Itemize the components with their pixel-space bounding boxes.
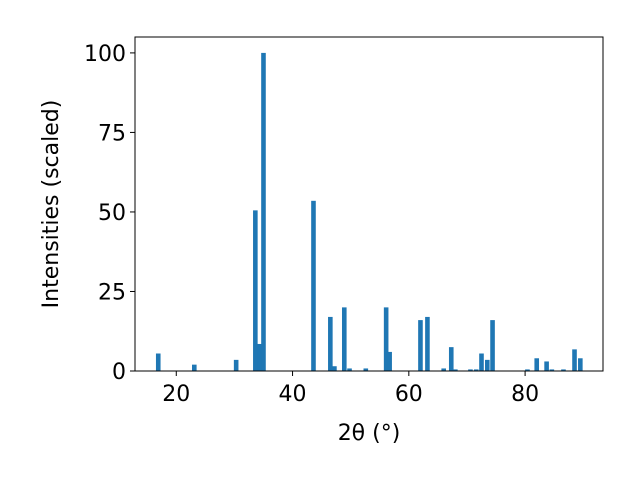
bar [347, 368, 352, 371]
bar [257, 343, 262, 371]
bar [448, 347, 454, 371]
bar [387, 351, 392, 371]
bar [534, 358, 540, 371]
bar [418, 320, 423, 371]
bar [468, 369, 473, 371]
x-tick-label: 60 [395, 382, 423, 407]
bar [549, 369, 555, 371]
bar [328, 316, 333, 371]
bar [578, 358, 583, 371]
y-tick-label: 0 [112, 360, 126, 385]
x-tick-label: 80 [511, 382, 539, 407]
bar [473, 369, 479, 371]
bar [441, 368, 447, 371]
bar [453, 369, 458, 371]
bar [363, 368, 369, 371]
bar [332, 366, 337, 371]
y-tick-label: 75 [98, 121, 126, 146]
bar [233, 359, 239, 371]
bar [479, 353, 484, 371]
bar [485, 359, 490, 371]
bar [191, 364, 197, 371]
x-axis-label: 2θ (°) [338, 421, 401, 446]
bar [261, 52, 266, 372]
bar [311, 200, 316, 371]
bar [572, 349, 577, 371]
y-tick-label: 50 [98, 201, 126, 226]
y-tick-label: 100 [84, 42, 126, 67]
bar [155, 353, 161, 371]
bar [253, 210, 258, 371]
bar [341, 307, 347, 371]
bar [544, 361, 549, 371]
bar [490, 320, 495, 371]
bar [561, 369, 566, 371]
bar [383, 307, 389, 371]
y-tick-label: 25 [98, 280, 126, 305]
x-tick-label: 40 [279, 382, 307, 407]
x-tick-label: 20 [162, 382, 190, 407]
bar [525, 369, 530, 371]
bar [425, 316, 430, 371]
y-axis-label: Intensities (scaled) [39, 100, 64, 309]
plot-frame [134, 36, 604, 372]
